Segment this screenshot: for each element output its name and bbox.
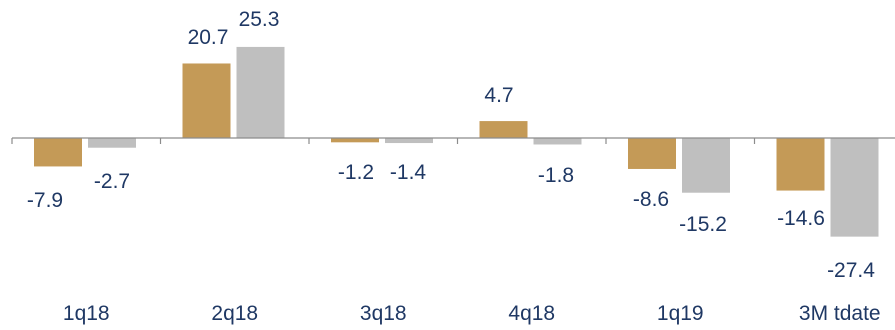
data-label-s1-3q18: -1.4: [390, 161, 427, 184]
data-label-s0-3m-tdate: -14.6: [777, 207, 825, 230]
category-label-3m-tdate: 3M tdate: [799, 302, 881, 325]
bar-s1-1q19: [682, 138, 730, 193]
bar-s0-2q18: [182, 63, 231, 139]
data-label-s1-2q18: 25.3: [239, 8, 280, 31]
bar-s1-3q18: [385, 138, 433, 144]
bar-s1-2q18: [236, 46, 285, 138]
data-label-s0-3q18: -1.2: [338, 161, 374, 184]
x-axis: [11, 137, 895, 144]
data-label-s1-1q18: -2.7: [94, 170, 130, 193]
data-label-s0-1q19: -8.6: [633, 188, 669, 211]
bar-s0-3q18: [331, 138, 379, 143]
category-label-1q19: 1q19: [657, 302, 704, 325]
data-label-s0-1q18: -7.9: [27, 189, 63, 212]
category-label-3q18: 3q18: [360, 302, 407, 325]
data-label-s0-4q18: 4.7: [484, 84, 513, 107]
data-label-s1-4q18: -1.8: [538, 164, 574, 187]
bar-s0-3m-tdate: [776, 138, 825, 191]
data-label-s0-2q18: 20.7: [188, 26, 229, 49]
bar-s0-1q19: [628, 138, 676, 169]
data-labels-group: -7.9 20.7 -1.2 4.7 -8.6 -14.6 -2.7 25.3 -1.4 -1.8…: [27, 8, 875, 282]
bar-s0-4q18: [479, 121, 528, 138]
bar-s1-1q18: [88, 138, 136, 148]
category-labels-group: 1q18 2q18 3q18 4q18 1q19 3M tdate: [63, 302, 881, 325]
category-label-1q18: 1q18: [63, 302, 110, 325]
category-label-2q18: 2q18: [211, 302, 258, 325]
bar-s0-1q18: [34, 138, 82, 167]
data-label-s1-1q19: -15.2: [679, 213, 727, 236]
data-label-s1-3m-tdate: -27.4: [827, 259, 875, 282]
bar-s1-4q18: [533, 138, 582, 145]
bar-s1-3m-tdate: [830, 138, 879, 237]
bars-group: [34, 46, 879, 237]
category-label-4q18: 4q18: [508, 302, 555, 325]
